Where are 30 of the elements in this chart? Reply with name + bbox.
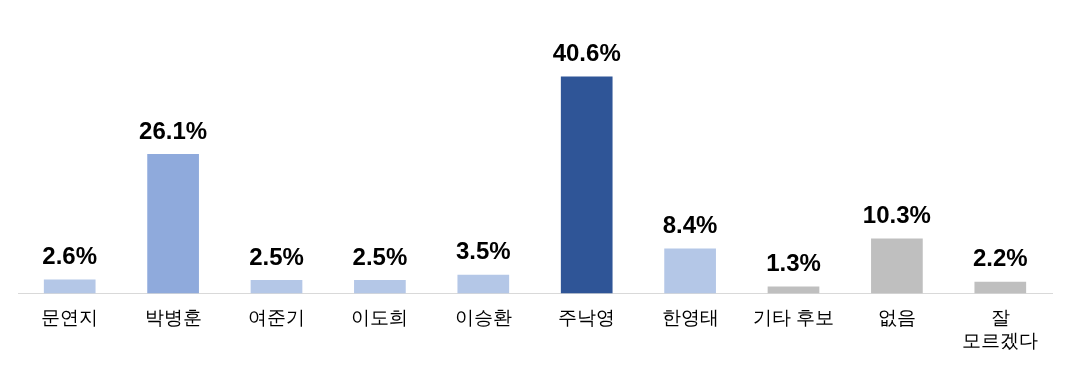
data-label: 2.5% [352,242,408,270]
x-tick-label: 이도희 [351,307,409,329]
bar [767,286,820,294]
data-label: 8.4% [662,211,718,239]
bar [147,153,199,294]
bar [560,76,613,294]
data-label: 2.5% [249,242,304,270]
x-tick-label: 기타 후보 [752,307,835,329]
bar [354,280,406,294]
x-tick-label: 잘 모르겠다 [962,307,1039,351]
bar [457,274,510,294]
bar [664,248,716,294]
x-tick-label: 주낙영 [558,307,616,329]
bar [43,279,96,294]
x-tick-label: 한영태 [661,307,719,329]
bar [871,238,923,294]
data-label: 26.1% [139,116,208,144]
x-tick-label: 문연지 [41,307,99,329]
x-tick-label: 이승환 [454,307,512,329]
data-label: 2.2% [972,244,1028,272]
data-label: 10.3% [862,201,931,228]
data-label: 1.3% [766,249,821,277]
data-label: 2.6% [42,242,98,270]
data-label: 3.5% [455,237,511,265]
x-tick-label: 박병훈 [144,307,202,329]
bar [974,281,1027,294]
bar [250,280,303,294]
data-label: 40.6% [552,39,621,67]
x-tick-label: 여준기 [248,307,305,329]
x-tick-label: 없음 [877,307,916,329]
